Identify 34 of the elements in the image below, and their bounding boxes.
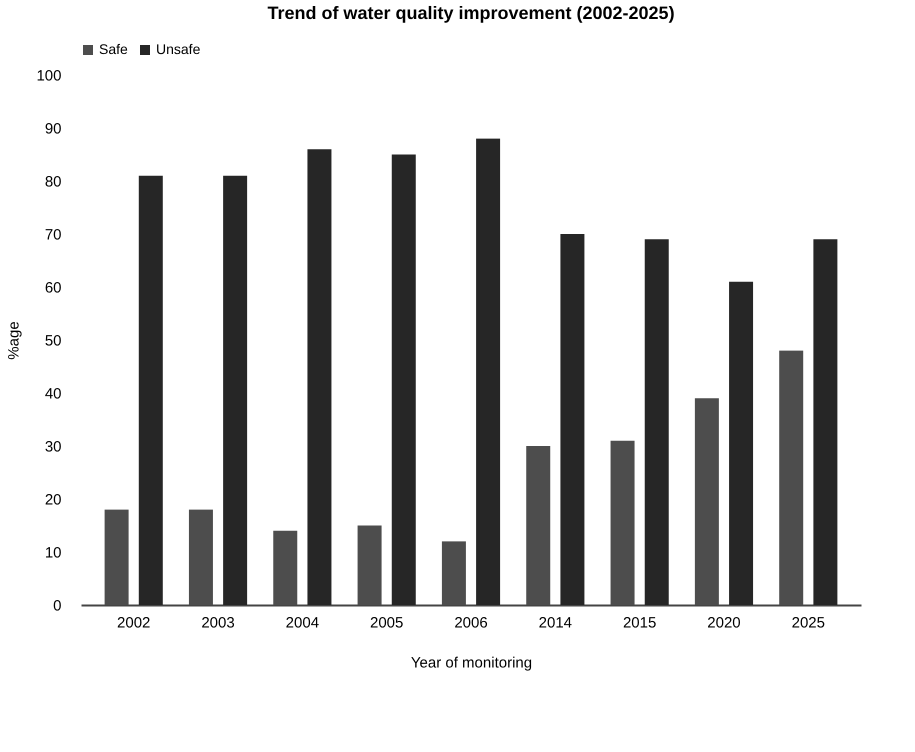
x-tick-label: 2020 bbox=[707, 614, 741, 632]
y-tick-label: 100 bbox=[36, 68, 62, 84]
x-tick-label: 2025 bbox=[792, 614, 825, 632]
y-tick-label: 90 bbox=[44, 120, 62, 138]
bar bbox=[813, 239, 838, 605]
x-tick-label: 2002 bbox=[117, 614, 150, 632]
x-axis-title: Year of monitoring bbox=[410, 654, 532, 672]
bar bbox=[729, 282, 754, 605]
y-tick-label: 0 bbox=[53, 598, 62, 614]
x-tick-label: 2006 bbox=[454, 614, 488, 632]
bar bbox=[644, 239, 669, 605]
y-tick-label: 70 bbox=[44, 226, 62, 244]
bar bbox=[560, 234, 584, 605]
y-tick-label: 40 bbox=[44, 386, 62, 402]
y-tick-label: 10 bbox=[44, 544, 62, 562]
x-tick-label: 2015 bbox=[622, 614, 656, 632]
y-axis-title: %age bbox=[5, 321, 22, 360]
legend-label: Unsafe bbox=[156, 41, 201, 57]
x-tick-label: 2003 bbox=[201, 614, 235, 632]
bar bbox=[138, 176, 163, 605]
y-tick-label: 20 bbox=[44, 492, 62, 508]
chart-title: Trend of water quality improvement (2002-2025) bbox=[267, 3, 675, 23]
bar bbox=[392, 154, 416, 605]
legend-label: Safe bbox=[99, 41, 128, 57]
y-tick-label: 60 bbox=[44, 280, 62, 296]
x-tick-label: 2005 bbox=[370, 614, 404, 632]
y-tick-label: 50 bbox=[44, 332, 62, 350]
bar bbox=[223, 176, 248, 605]
x-tick-label: 2004 bbox=[286, 614, 320, 632]
y-tick-label: 80 bbox=[44, 174, 62, 190]
bar bbox=[476, 138, 500, 605]
x-tick-label: 2014 bbox=[538, 614, 572, 632]
bar bbox=[307, 149, 332, 605]
y-tick-label: 30 bbox=[44, 438, 62, 456]
